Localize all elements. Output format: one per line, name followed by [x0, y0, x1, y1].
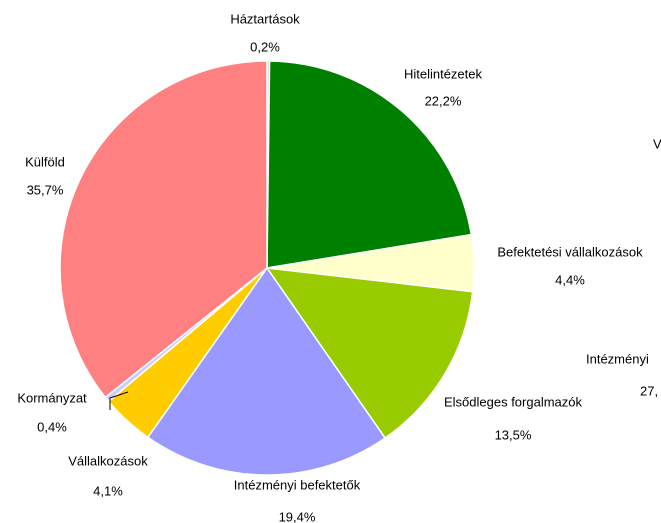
value-label: 13,5% [495, 427, 532, 442]
pie-slice [146, 266, 387, 476]
pie-slice [265, 267, 474, 440]
value-label: 4,1% [93, 483, 123, 498]
slice-label: Intézményi befektetők [234, 477, 361, 492]
value-label: 4,4% [555, 272, 585, 287]
slice-label: Hitelintézetek [404, 66, 483, 81]
slice-label: Vállalkozások [68, 453, 148, 468]
cropped-label: V [653, 136, 661, 151]
value-label: 35,7% [27, 182, 64, 197]
slice-label: Kormányzat [17, 390, 87, 405]
slice-label: Elsődleges forgalmazók [444, 394, 583, 409]
pie-slice [59, 60, 268, 399]
leader-line [109, 391, 129, 410]
slice-label: Háztartások [230, 11, 300, 26]
cropped-label: 27, [640, 383, 658, 398]
value-label: 22,2% [425, 93, 462, 108]
value-label: 0,2% [250, 39, 280, 54]
slice-label: Külföld [25, 154, 65, 169]
slice-label: Befektetési vállalkozások [497, 244, 643, 259]
pie-slice [266, 60, 473, 269]
value-label: 0,4% [37, 419, 67, 434]
value-label: 19,4% [279, 509, 316, 523]
cropped-label: Intézményi [586, 351, 649, 366]
